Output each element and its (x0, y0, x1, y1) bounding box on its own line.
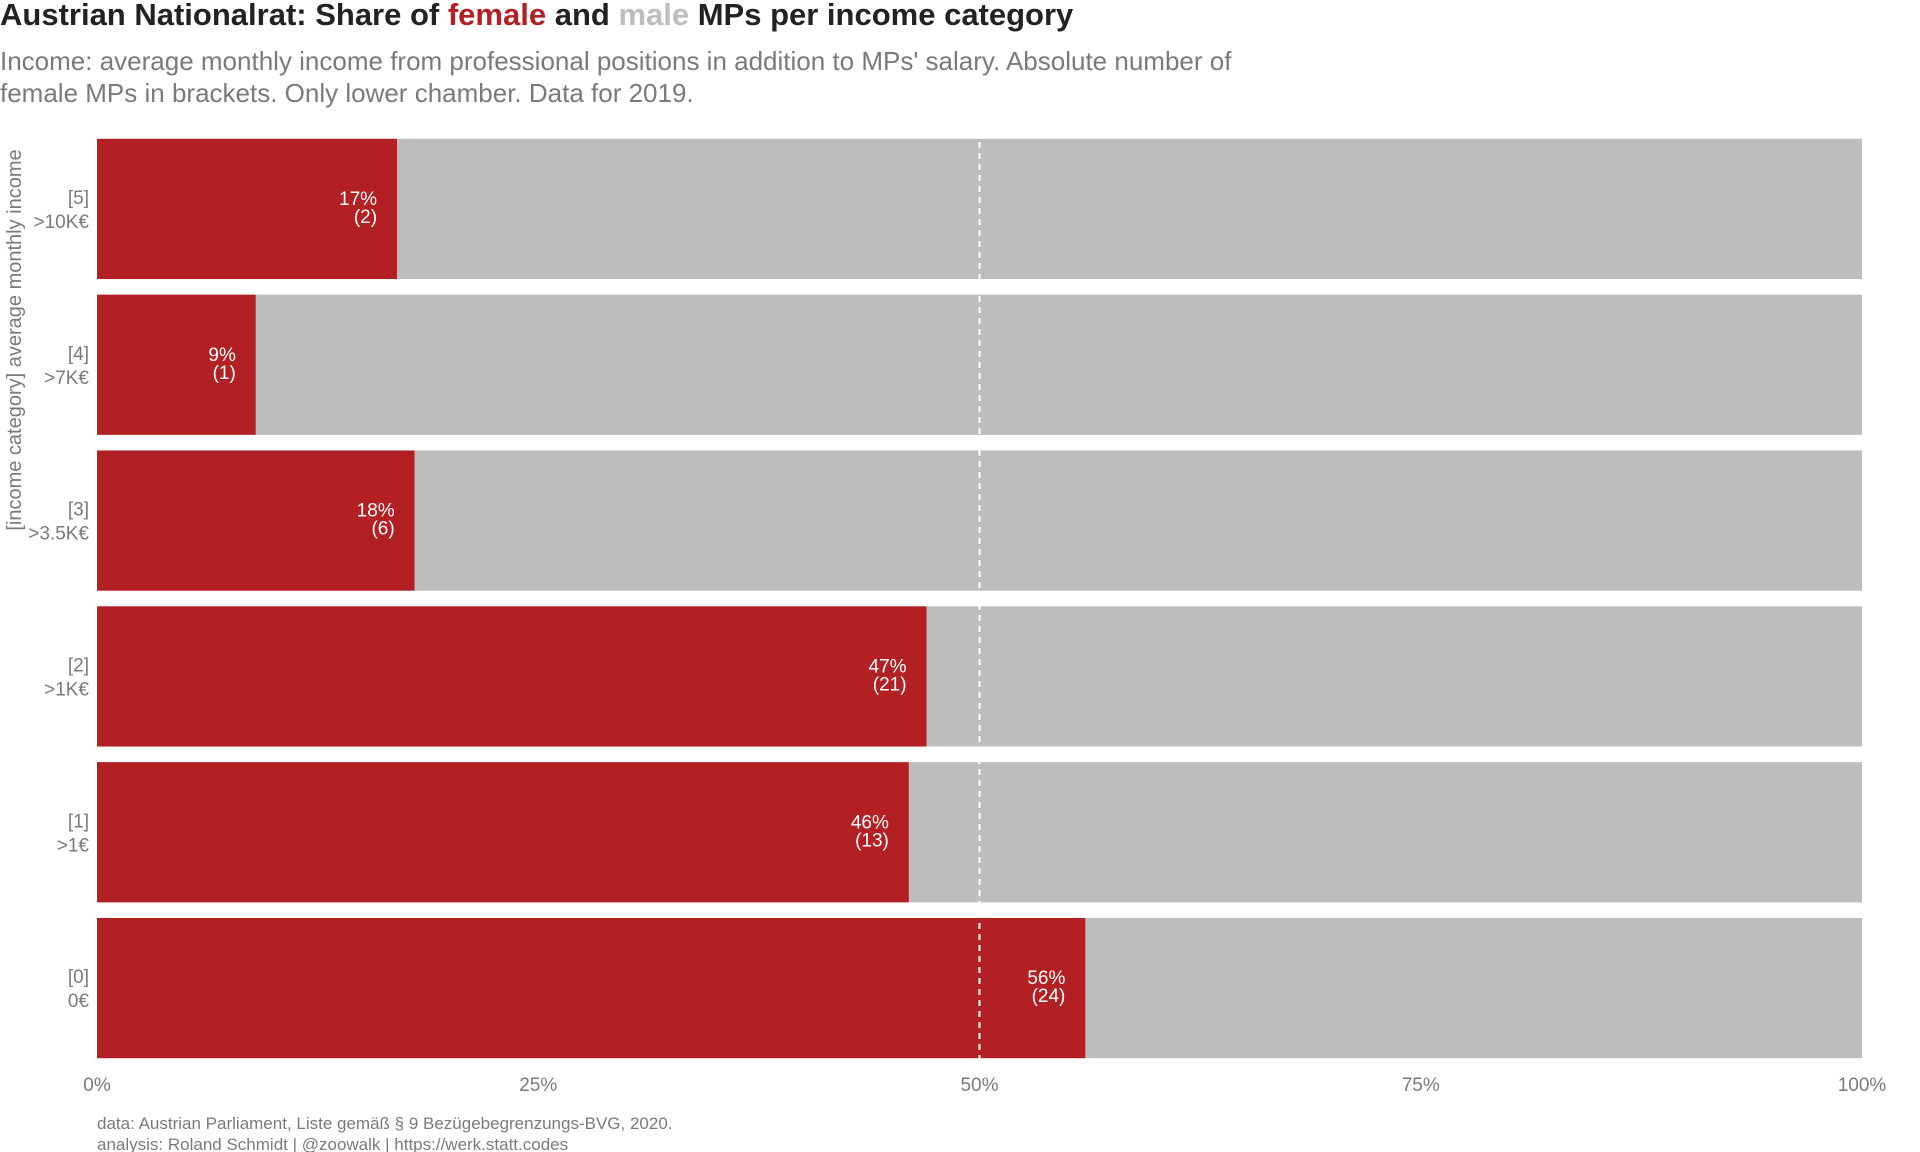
bar-female-2 (97, 450, 415, 591)
bar-female-1 (97, 294, 256, 435)
y-tick-code-2: [3] (68, 500, 89, 521)
bar-male-1 (255, 294, 1863, 435)
y-tick-code-0: [5] (68, 188, 89, 209)
x-tick-label-1: 25% (519, 1075, 557, 1096)
chart-title-part-2: and (546, 0, 618, 32)
y-tick-range-1: >7K€ (44, 368, 89, 389)
y-tick-range-0: >10K€ (34, 212, 90, 233)
bar-count-label-0: (2) (354, 207, 377, 228)
bar-value-label-1: 9% (208, 345, 236, 366)
bar-value-label-0: 17% (339, 189, 377, 210)
bar-value-label-2: 18% (357, 501, 395, 522)
bar-male-5 (1085, 917, 1862, 1059)
chart-title-part-4: MPs per income category (689, 0, 1074, 32)
y-tick-range-4: >1€ (57, 835, 90, 856)
x-tick-label-3: 75% (1402, 1075, 1440, 1096)
bar-count-label-1: (1) (213, 363, 236, 384)
bar-value-label-3: 47% (869, 656, 907, 677)
y-tick-code-3: [2] (68, 655, 89, 676)
chart-title-part-3: male (618, 0, 689, 32)
bar-female-4 (97, 762, 909, 903)
bar-male-0 (397, 138, 1862, 280)
x-tick-label-2: 50% (960, 1075, 998, 1096)
caption-line-2: analysis: Roland Schmidt | @zoowalk | ht… (97, 1135, 568, 1152)
bar-male-4 (908, 762, 1862, 903)
bar-male-3 (926, 606, 1862, 747)
bar-value-label-4: 46% (851, 812, 889, 833)
y-tick-code-5: [0] (68, 967, 89, 988)
bar-value-label-5: 56% (1027, 968, 1065, 989)
bar-count-label-2: (6) (371, 519, 394, 540)
bar-female-3 (97, 606, 927, 747)
plot-area: 17%(2) 9%(1) 18%(6) 47%(21) 46%(13) 56%(24) (97, 131, 1863, 1066)
y-axis-title: [income category] average monthly income (4, 149, 26, 530)
y-tick-code-1: [4] (68, 344, 89, 365)
bar-count-label-5: (24) (1032, 986, 1066, 1007)
chart-title: Austrian Nationalrat: Share of female an… (0, 0, 1074, 32)
bar-count-label-3: (21) (873, 674, 907, 695)
chart-title-part-1: female (448, 0, 546, 32)
chart-title-part-0: Austrian Nationalrat: Share of (0, 0, 448, 32)
y-tick-code-4: [1] (68, 811, 89, 832)
y-tick-range-2: >3.5K€ (28, 524, 89, 545)
chart-subtitle-line-1: Income: average monthly income from prof… (0, 46, 1232, 76)
caption-line-1: data: Austrian Parliament, Liste gemäß §… (97, 1114, 673, 1133)
y-tick-range-5: 0€ (68, 991, 90, 1012)
bar-count-label-4: (13) (855, 830, 889, 851)
bar-male-2 (414, 450, 1863, 591)
y-tick-range-3: >1K€ (44, 679, 89, 700)
chart-subtitle-line-2: female MPs in brackets. Only lower chamb… (0, 78, 694, 108)
bar-female-5 (97, 917, 1086, 1059)
x-tick-label-0: 0% (83, 1075, 111, 1096)
x-tick-label-4: 100% (1838, 1075, 1887, 1096)
bar-female-0 (97, 138, 398, 280)
